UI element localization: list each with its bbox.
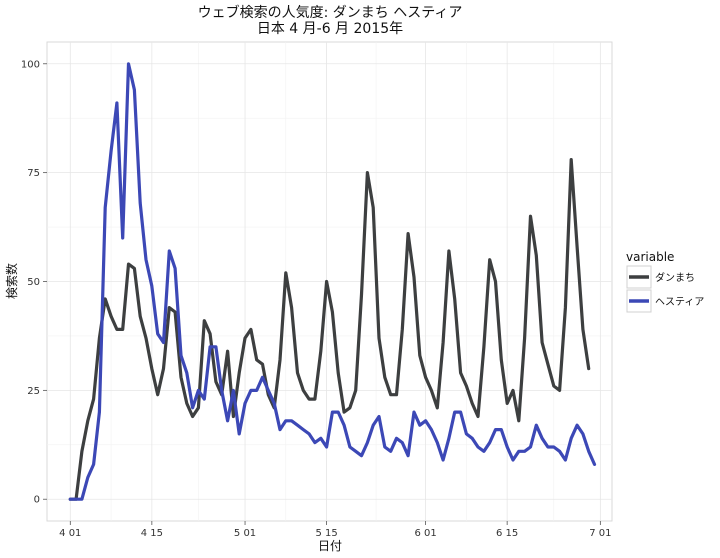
chart-title: ウェブ検索の人気度: ダンまち ヘスティア: [198, 4, 463, 21]
x-axis-title: 日付: [318, 539, 342, 553]
y-tick-label: 25: [27, 386, 40, 397]
x-tick-label: 4 15: [141, 528, 163, 539]
chart-subtitle: 日本 4 月-6 月 2015年: [257, 21, 403, 37]
y-tick-label: 50: [27, 277, 40, 288]
y-tick-label: 75: [27, 168, 40, 179]
x-tick-label: 6 01: [414, 528, 436, 539]
x-tick-label: 7 01: [589, 528, 611, 539]
legend-label-danmachi: ダンまち: [655, 271, 695, 284]
y-tick-label: 0: [34, 495, 40, 506]
legend-title: variable: [626, 250, 674, 264]
x-tick-label: 6 15: [496, 528, 518, 539]
y-axis-title: 検索数: [4, 263, 19, 299]
series-lines: [68, 62, 597, 501]
y-tick-label: 100: [21, 59, 40, 70]
x-axis-ticks: 4 01 4 15 5 01 5 15 6 01 6 15 7 01: [59, 521, 611, 539]
series-line-danmachi: [68, 158, 591, 501]
legend: variable ダンまち ヘスティア: [626, 250, 704, 313]
x-tick-label: 4 01: [59, 528, 81, 539]
legend-label-hestia: ヘスティア: [655, 297, 704, 308]
series-line-hestia: [68, 62, 597, 501]
x-tick-label: 5 15: [315, 528, 337, 539]
x-tick-label: 5 01: [234, 528, 256, 539]
y-axis-ticks: 0 25 50 75 100: [21, 59, 47, 506]
